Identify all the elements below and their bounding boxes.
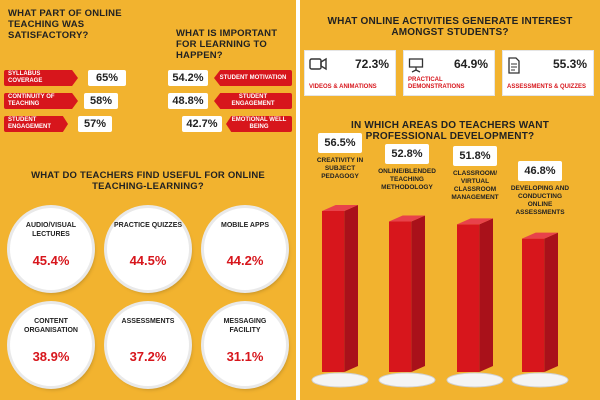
useful-card: ASSESSMENTS 37.2% [107, 304, 189, 386]
bar [457, 224, 480, 372]
important-value-wellbeing: 42.7% [182, 116, 222, 132]
bar-base [511, 372, 569, 388]
bar-value-label: 52.8% [385, 143, 429, 164]
useful-card: AUDIO/VISUAL LECTURES 45.4% [10, 208, 92, 290]
useful-title: WHAT DO TEACHERS FIND USEFUL FOR ONLINE … [31, 170, 265, 192]
bar-side [479, 218, 493, 372]
bar-side [544, 232, 558, 372]
activity-label: PRACTICAL DEMONSTRATIONS [408, 77, 465, 90]
presentation-board-icon [408, 58, 424, 73]
bar-base [378, 372, 436, 388]
useful-value: 31.1% [226, 349, 264, 364]
development-chart: 56.5% CREATIVITY IN SUBJECT PEDAGOGY 52.8%… [300, 132, 600, 400]
useful-label: AUDIO/VISUAL LECTURES [25, 222, 77, 238]
useful-label: MESSAGING FACILITY [223, 318, 267, 334]
important-label-motivation: STUDENT MOTIVATION [214, 70, 292, 86]
bar-base [446, 372, 504, 388]
bar [322, 210, 345, 372]
activity-value: 55.3% [552, 57, 587, 71]
important-title: WHAT IS IMPORTANT FOR LEARNING TO HAPPEN… [176, 28, 278, 61]
useful-label: PRACTICE QUIZZES [113, 222, 183, 229]
bar-top [457, 218, 493, 225]
bar-value-label: 51.8% [453, 146, 497, 167]
video-camera-icon [309, 57, 327, 71]
bar-category-label: CREATIVITY IN SUBJECT PEDAGOGY [316, 156, 364, 180]
activity-label: VIDEOS & ANIMATIONS [309, 84, 377, 90]
useful-value: 45.4% [32, 253, 70, 268]
left-panel: WHAT PART OF ONLINE TEACHING WAS SATISFA… [0, 0, 296, 400]
important-value-engagement: 48.8% [168, 93, 208, 109]
activity-card: 64.9% PRACTICAL DEMONSTRATIONS [403, 50, 495, 96]
activity-value: 72.3% [354, 57, 389, 71]
activity-value: 64.9% [453, 57, 488, 71]
bar-category-label: ONLINE/BLENDED TEACHING METHODOLOGY [378, 167, 436, 191]
satisfactory-label-continuity: CONTINUITY OF TEACHING [4, 93, 78, 109]
bar-top [522, 232, 558, 239]
useful-value: 44.2% [226, 253, 264, 268]
bar-value-label: 56.5% [318, 132, 362, 153]
satisfactory-label-engagement: STUDENT ENGAGEMENT [4, 116, 68, 132]
useful-card: MOBILE APPS 44.2% [204, 208, 286, 290]
bar-top [322, 204, 358, 211]
useful-card: CONTENT ORGANISATION 38.9% [10, 304, 92, 386]
satisfactory-value-continuity: 58% [84, 93, 118, 109]
bar [389, 221, 412, 372]
activities-title: WHAT ONLINE ACTIVITIES GENERATE INTEREST… [327, 16, 573, 38]
development-title: IN WHICH AREAS DO TEACHERS WANT PROFESSI… [350, 120, 550, 142]
bar-base [311, 372, 369, 388]
useful-label: ASSESSMENTS [121, 318, 175, 325]
useful-label: MOBILE APPS [221, 222, 269, 229]
bar-category-label: DEVELOPING AND CONDUCTING ONLINE ASSESSM… [510, 184, 570, 216]
satisfactory-label-syllabus: SYLLABUS COVERAGE [4, 70, 78, 86]
satisfactory-value-syllabus: 65% [88, 70, 126, 86]
useful-card: MESSAGING FACILITY 31.1% [204, 304, 286, 386]
important-value-motivation: 54.2% [168, 70, 208, 86]
activity-label: ASSESSMENTS & QUIZZES [507, 84, 587, 90]
bar [522, 238, 545, 372]
bar-top [389, 215, 425, 222]
right-panel: WHAT ONLINE ACTIVITIES GENERATE INTEREST… [300, 0, 600, 400]
bar-side [411, 215, 425, 372]
useful-value: 37.2% [129, 349, 167, 364]
satisfactory-value-engagement: 57% [78, 116, 112, 132]
activity-card: 55.3% ASSESSMENTS & QUIZZES [502, 50, 594, 96]
bar-side [344, 204, 358, 372]
useful-card: PRACTICE QUIZZES 44.5% [107, 208, 189, 290]
important-label-wellbeing: EMOTIONAL WELL BEING [226, 116, 292, 132]
useful-label: CONTENT ORGANISATION [24, 318, 78, 334]
useful-value: 44.5% [129, 253, 167, 268]
satisfactory-title: WHAT PART OF ONLINE TEACHING WAS SATISFA… [8, 8, 122, 41]
document-icon [508, 57, 520, 74]
useful-value: 38.9% [32, 349, 70, 364]
activity-card: 72.3% VIDEOS & ANIMATIONS [304, 50, 396, 96]
bar-value-label: 46.8% [518, 160, 562, 181]
development-bars-svg [311, 204, 569, 388]
bar-category-label: CLASSROOM/ VIRTUAL CLASSROOM MANAGEMENT [451, 170, 499, 202]
important-label-engagement: STUDENT ENGAGEMENT [214, 93, 292, 109]
